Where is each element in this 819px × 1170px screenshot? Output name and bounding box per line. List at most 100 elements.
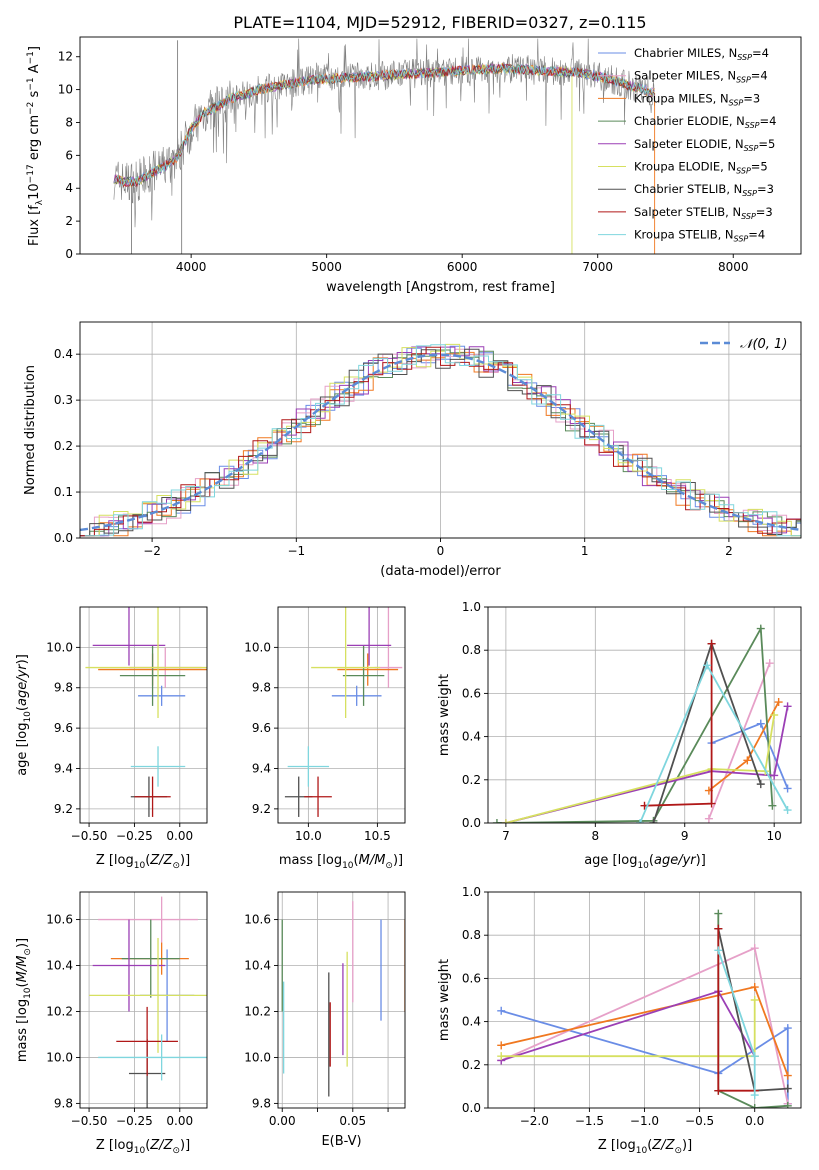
label-part: ⊙ [385,861,393,871]
series-line [505,714,776,823]
x-tick-label: 6000 [447,260,478,274]
y-tick-label: 0.8 [462,928,481,942]
label-part: ⊙ [172,1146,180,1156]
plot-area [89,896,207,1108]
point-salpeter-stelib [304,776,332,817]
plot-area [284,607,403,817]
series-marker [707,639,716,648]
y-tick-label: 10.0 [46,640,73,654]
x-tick-label: −1.5 [575,1114,604,1128]
series-marker [714,924,723,933]
axes-frame [79,891,208,1109]
label-part: 10 [134,861,146,871]
series-marker [756,719,765,728]
y-tick-label: 1.0 [462,600,481,614]
x-tick-label: 0 [437,544,445,558]
gaussian-legend-label: 𝒩(0, 1) [740,337,787,352]
series-marker [770,711,779,719]
point-chabrier-elodie [119,645,186,706]
y-axis-label: mass weight [437,959,452,1041]
legend-subscript: SSP [729,98,744,107]
y-tick-label: 9.4 [54,761,73,775]
plot-area [113,38,656,254]
series-marker [770,771,779,780]
legend-text: Chabrier STELIB, N [634,182,742,196]
y-tick-label: 12 [58,50,73,64]
legend-text: Chabrier ELODIE, N [634,114,745,128]
series-marker [750,1091,759,1100]
y-axis-label: Normed distribution [23,365,38,495]
legend-subscript: SSP [741,212,756,221]
series-marker [704,814,713,823]
y-tick-label: 10.4 [46,959,73,973]
x-tick-label: −1.0 [630,1114,659,1128]
y-tick-label: 9.4 [252,761,271,775]
label-part: age/yr [15,663,30,706]
y-label-part: −2 [26,102,36,115]
panel-residuals: 𝒩(0, 1) −2 −1 0 1 2 0.0 0.1 0.2 0.3 0.4 (data-model… [23,321,802,579]
series-marker [783,806,792,815]
panel-mass-vs-Z: −0.50 −0.25 0.00 9.8 10.0 10.2 10.4 10.6 [46,891,208,1128]
legend-text: Salpeter ELODIE, N [634,137,744,151]
x-tick-label: 9 [681,829,689,843]
y-tick-label: 10.0 [244,1050,271,1064]
legend-subscript: SSP [742,189,757,198]
legend-label-chabrier-elodie: Chabrier ELODIE, NSSP=4 [634,114,776,130]
plot-area [497,909,792,1108]
legend-subscript: SSP [736,76,751,85]
point-chabrier-elodie [121,919,180,998]
y-tick-label: 0.2 [462,773,481,787]
label-part: 10 [23,711,33,723]
legend-subscript: SSP [745,121,760,130]
y-tick-label: 10.6 [244,913,271,927]
series-marker [756,624,765,633]
legend-value: =4 [752,46,769,60]
y-tick-label: 0.4 [462,730,481,744]
label-part: ( [15,982,30,987]
legend-text: Kroupa MILES, N [634,91,729,105]
series-marker [783,702,792,711]
y-label-part: −17 [26,164,36,183]
axes-frame [277,606,406,824]
ticks: 4000 5000 6000 7000 8000 0 2 4 6 8 10 12 [58,50,749,274]
series-marker [703,661,712,670]
point-salpeter-elodie [92,607,166,666]
y-tick-label: 9.8 [54,681,73,695]
label-part: 10 [23,987,33,999]
x-tick-label: −2.0 [520,1114,549,1128]
y-tick-label: 0.6 [462,686,481,700]
series-marker [783,1024,792,1033]
y-tick-label: 0.4 [54,347,73,361]
label-part: Z [log [96,1138,134,1153]
legend-value: =3 [756,205,773,219]
y-axis-label-mass: mass [log10(M/M⊙)] [15,938,33,1062]
x-axis-label-z-right: Z [log10(Z/Z⊙)] [598,1138,692,1156]
model-spectrum-kroupa-stelib [113,64,655,187]
x-tick-label: 7 [502,829,510,843]
label-part: mass [log [279,853,342,868]
axes-frame [487,606,802,824]
x-tick-label: 0.00 [166,1114,193,1128]
legend-value: =5 [751,160,768,174]
series-salpeter-miles [704,659,774,823]
series-marker [783,1084,792,1093]
y-label-part: −1 [26,77,36,90]
y-tick-label: 0.2 [54,439,73,453]
x-tick-label: −1 [287,544,305,558]
series-marker [649,819,658,823]
legend-value: =3 [743,91,760,105]
y-label-part: −1 [26,51,36,64]
point-salpeter-stelib [134,776,171,817]
x-tick-label: 1 [581,544,589,558]
legend-value: =5 [758,137,775,151]
y-tick-label: 9.8 [252,681,271,695]
panel-mass-vs-EBV: 0.00 0.05 9.8 10.0 10.2 10.4 10.6 E(B-V) [244,891,406,1149]
series-marker [501,819,510,823]
plot-area [281,901,405,1097]
label-part: mass [log [15,999,30,1062]
label-part: )] [682,1138,692,1153]
x-tick-label: −0.25 [116,1114,153,1128]
point-kroupa-miles [337,653,399,686]
series-marker [714,946,723,955]
